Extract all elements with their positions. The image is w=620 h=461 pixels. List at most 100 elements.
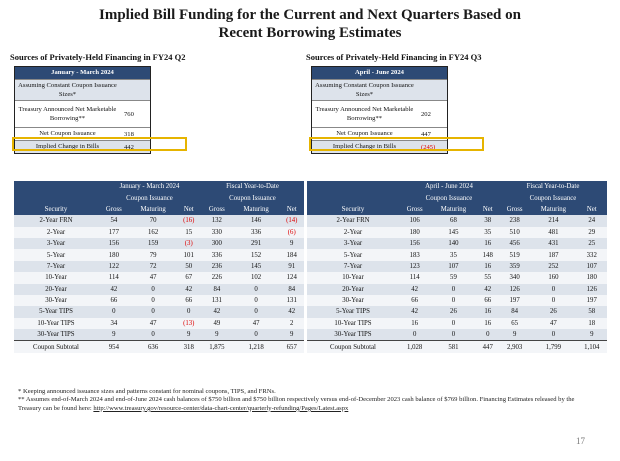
value-cell: 1,104	[576, 340, 607, 353]
value-cell: 16	[476, 306, 499, 318]
security-cell: 10-Year	[307, 272, 399, 284]
right-summary-row-net-coupon: Net Coupon Issuance 447	[312, 127, 447, 140]
value-cell: 65	[498, 317, 531, 330]
right-group-header-quarter: April - June 2024	[399, 181, 499, 193]
value-cell: 145	[232, 260, 280, 273]
net-coupon-highlight-left	[12, 137, 187, 151]
summary-value: 202	[421, 110, 431, 118]
table-row: 3-Year 156 159 (3) 300 291 9	[14, 237, 304, 250]
value-cell: 0	[430, 317, 477, 330]
value-cell: 84	[279, 283, 304, 295]
right-source-label: Sources of Privately-Held Financing in F…	[306, 52, 482, 62]
value-cell: 146	[232, 215, 280, 227]
col-header-maturing: Maturing	[232, 203, 280, 216]
right-group-header-ytd: Fiscal Year-to-Date	[498, 181, 607, 193]
left-summary-row-borrowing: Treasury Announced Net Marketable Borrow…	[15, 100, 150, 127]
value-cell: 510	[498, 226, 531, 238]
value-cell: 107	[430, 260, 477, 273]
table-row: 5-Year 180 79 101 336 152 184	[14, 249, 304, 261]
value-cell: 34	[98, 317, 130, 330]
left-summary-header: January - March 2024	[15, 67, 150, 79]
value-cell: 9	[576, 329, 607, 341]
col-header-net: Net	[576, 203, 607, 216]
table-row: 10-Year TIPS 16 0 16 65 47 18	[307, 317, 607, 330]
value-cell: 42	[176, 283, 201, 295]
value-cell: 431	[530, 237, 577, 250]
table-row: 10-Year TIPS 34 47 (13) 49 47 2	[14, 317, 304, 330]
table-row: 10-Year 114 47 67 226 102 124	[14, 272, 304, 284]
value-cell: 26	[530, 306, 577, 318]
value-cell: 35	[476, 226, 499, 238]
value-cell: 9	[176, 329, 201, 341]
security-cell: 3-Year	[307, 237, 399, 250]
value-cell: 25	[576, 237, 607, 250]
col-header-net: Net	[279, 203, 304, 216]
value-cell: 68	[430, 215, 477, 227]
security-cell: 2-Year FRN	[14, 215, 98, 227]
value-cell: 954	[98, 340, 130, 353]
value-cell: 42	[98, 283, 130, 295]
value-cell: 122	[98, 260, 130, 273]
security-cell: 2-Year	[14, 226, 98, 238]
value-cell: 162	[129, 226, 177, 238]
value-cell: 66	[476, 294, 499, 307]
value-cell: 47	[232, 317, 280, 330]
value-cell: 447	[476, 340, 499, 353]
col-header-gross: Gross	[98, 203, 130, 216]
value-cell: 55	[476, 272, 499, 284]
net-coupon-highlight-right	[309, 137, 484, 151]
value-cell: 0	[430, 283, 477, 295]
security-cell: 30-Year	[14, 294, 98, 307]
summary-label: Implied Change in Bills	[35, 143, 100, 150]
col-header-security: Security	[14, 181, 98, 216]
table-row: 7-Year 123 107 16 359 252 107	[307, 260, 607, 273]
value-cell: 42	[399, 306, 431, 318]
value-cell: 9	[98, 329, 130, 341]
value-cell: 156	[98, 237, 130, 250]
value-cell: 18	[576, 317, 607, 330]
security-cell: 10-Year TIPS	[14, 317, 98, 330]
security-cell: 7-Year	[307, 260, 399, 273]
summary-value: 318	[124, 130, 134, 138]
col-header-maturing: Maturing	[129, 203, 177, 216]
col-header-net: Net	[176, 203, 201, 216]
value-cell: 1,028	[399, 340, 431, 353]
value-cell: (14)	[279, 215, 304, 227]
value-cell: 67	[176, 272, 201, 284]
value-cell: 16	[399, 317, 431, 330]
table-row: 10-Year 114 59 55 340 160 180	[307, 272, 607, 284]
table-row: 20-Year 42 0 42 126 0 126	[307, 283, 607, 295]
subtotal-row: Coupon Subtotal 1,028 581 447 2,903 1,799 1,10…	[307, 340, 607, 353]
value-cell: (16)	[176, 215, 201, 227]
value-cell: 152	[232, 249, 280, 261]
page-title: Implied Bill Funding for the Current and…	[0, 6, 620, 42]
security-cell: 5-Year TIPS	[307, 306, 399, 318]
value-cell: 0	[399, 329, 431, 341]
value-cell: 2,903	[498, 340, 531, 353]
table-row: 3-Year 156 140 16 456 431 25	[307, 237, 607, 250]
table-row: 7-Year 122 72 50 236 145 91	[14, 260, 304, 273]
value-cell: 58	[576, 306, 607, 318]
value-cell: 49	[200, 317, 233, 330]
value-cell: 0	[530, 283, 577, 295]
treasury-financing-link[interactable]: http://www.treasury.gov/resource-center/…	[93, 404, 349, 412]
value-cell: 359	[498, 260, 531, 273]
value-cell: 102	[232, 272, 280, 284]
footnote-2: ** Assumes end-of-March 2024 and end-of-…	[18, 396, 598, 413]
security-cell: 2-Year	[307, 226, 399, 238]
right-summary-row-assume: Assuming Constant Coupon Issuance Sizes*	[312, 79, 447, 100]
summary-value	[417, 80, 447, 100]
table-row: 30-Year TIPS 0 0 0 9 0 9	[307, 329, 607, 341]
value-cell: 0	[430, 294, 477, 307]
value-cell: 0	[530, 294, 577, 307]
table-row: 30-Year 66 0 66 197 0 197	[307, 294, 607, 307]
value-cell: 236	[200, 260, 233, 273]
value-cell: 123	[399, 260, 431, 273]
value-cell: 15	[176, 226, 201, 238]
value-cell: 47	[530, 317, 577, 330]
title-line-1: Implied Bill Funding for the Current and…	[99, 7, 521, 23]
value-cell: 180	[399, 226, 431, 238]
value-cell: 252	[530, 260, 577, 273]
value-cell: 180	[98, 249, 130, 261]
value-cell: 42	[399, 283, 431, 295]
